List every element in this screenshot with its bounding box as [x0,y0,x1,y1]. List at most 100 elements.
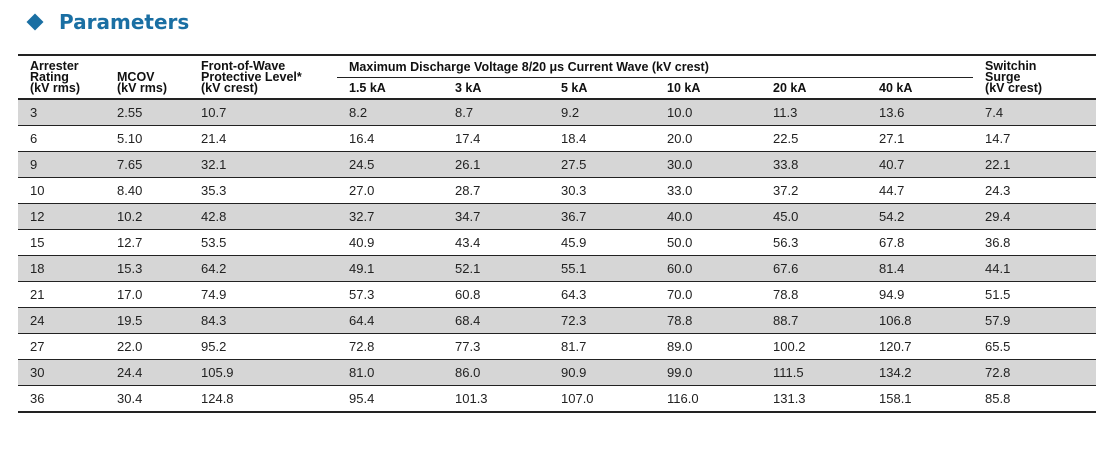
header-text: MCOV [117,70,155,84]
table-cell: 95.4 [337,385,443,413]
table-cell: 32.7 [337,203,443,230]
table-cell: 50.0 [655,229,761,256]
table-cell: 22.0 [105,333,189,360]
table-cell: 34.7 [443,203,549,230]
table-cell: 14.7 [973,125,1097,152]
table-cell: 24 [18,307,105,334]
table-row: 15 12.7 53.5 40.9 43.4 45.9 50.0 56.3 67.8 36.8 [18,229,1097,256]
table-cell: 3 [18,99,105,126]
table-cell: 18 [18,255,105,282]
header-max-discharge-voltage: Maximum Discharge Voltage 8/20 μs Curren… [337,54,974,78]
table-cell: 36.8 [973,229,1097,256]
table-cell: 99.0 [655,359,761,386]
table-cell: 64.2 [189,255,337,282]
table-cell: 131.3 [761,385,867,413]
table-cell: 43.4 [443,229,549,256]
header-text: Arrester [30,59,79,73]
table-cell: 55.1 [549,255,655,282]
table-cell: 33.8 [761,151,867,178]
table-cell: 30.4 [105,385,189,413]
table-cell: 9 [18,151,105,178]
table-cell: 45.0 [761,203,867,230]
table-cell: 64.3 [549,281,655,308]
table-row: 36 30.4 124.8 95.4 101.3 107.0 116.0 131.3 158.1… [18,385,1097,413]
table-cell: 7.65 [105,151,189,178]
diamond-bullet-icon [26,13,44,31]
table-cell: 101.3 [443,385,549,413]
header-40ka: 40 kA [867,77,974,100]
table-cell: 44.7 [867,177,974,204]
table-cell: 22.1 [973,151,1097,178]
header-switching-surge: Switchin Surge (kV crest) [973,54,1097,100]
table-cell: 111.5 [761,359,867,386]
table-cell: 10.0 [655,99,761,126]
table-cell: 90.9 [549,359,655,386]
table-cell: 158.1 [867,385,974,413]
table-cell: 18.4 [549,125,655,152]
header-text: Protective Level* [201,70,302,84]
table-cell: 30 [18,359,105,386]
table-cell: 44.1 [973,255,1097,282]
table-cell: 54.2 [867,203,974,230]
header-text: (kV crest) [201,81,258,95]
table-cell: 49.1 [337,255,443,282]
table-cell: 134.2 [867,359,974,386]
table-cell: 35.3 [189,177,337,204]
table-cell: 86.0 [443,359,549,386]
table-cell: 81.0 [337,359,443,386]
table-row: 9 7.65 32.1 24.5 26.1 27.5 30.0 33.8 40.7 22.1 [18,151,1097,178]
table-cell: 13.6 [867,99,974,126]
table-cell: 24.4 [105,359,189,386]
table-cell: 11.3 [761,99,867,126]
table-cell: 52.1 [443,255,549,282]
table-row: 30 24.4 105.9 81.0 86.0 90.9 99.0 111.5 134.2 72.… [18,359,1097,386]
table-cell: 45.9 [549,229,655,256]
table-cell: 60.8 [443,281,549,308]
header-mcov: MCOV (kV rms) [105,54,189,100]
table-cell: 89.0 [655,333,761,360]
table-cell: 105.9 [189,359,337,386]
table-cell: 32.1 [189,151,337,178]
parameters-table: Arrester Rating (kV rms) MCOV (kV rms) F… [18,54,1097,413]
header-10ka: 10 kA [655,77,761,100]
table-cell: 9.2 [549,99,655,126]
header-text: (kV rms) [117,81,168,95]
table-cell: 8.7 [443,99,549,126]
table-cell: 65.5 [973,333,1097,360]
table-cell: 27 [18,333,105,360]
table-cell: 56.3 [761,229,867,256]
table-cell: 36 [18,385,105,413]
table-cell: 24.5 [337,151,443,178]
header-20ka: 20 kA [761,77,867,100]
table-cell: 57.9 [973,307,1097,334]
header-arrester-rating: Arrester Rating (kV rms) [18,54,105,100]
header-front-of-wave: Front-of-Wave Protective Level* (kV cres… [189,54,337,100]
table-cell: 21.4 [189,125,337,152]
table-cell: 78.8 [761,281,867,308]
table-cell: 19.5 [105,307,189,334]
table-cell: 27.0 [337,177,443,204]
table-cell: 60.0 [655,255,761,282]
table-row: 18 15.3 64.2 49.1 52.1 55.1 60.0 67.6 81.4 44.1 [18,255,1097,282]
table-cell: 124.8 [189,385,337,413]
table-body: 3 2.55 10.7 8.2 8.7 9.2 10.0 11.3 13.6 7.4 6 5.10 21… [18,99,1097,413]
header-text: Surge [985,70,1021,84]
table-cell: 17.0 [105,281,189,308]
table-cell: 84.3 [189,307,337,334]
parameters-table-container: Arrester Rating (kV rms) MCOV (kV rms) F… [18,54,1097,413]
table-cell: 15.3 [105,255,189,282]
table-cell: 8.2 [337,99,443,126]
header-text: Rating [30,70,69,84]
table-cell: 27.1 [867,125,974,152]
table-cell: 72.8 [337,333,443,360]
table-row: 3 2.55 10.7 8.2 8.7 9.2 10.0 11.3 13.6 7.4 [18,99,1097,126]
header-text: (kV rms) [30,81,81,95]
table-cell: 5.10 [105,125,189,152]
table-row: 12 10.2 42.8 32.7 34.7 36.7 40.0 45.0 54.2 29.4 [18,203,1097,230]
table-cell: 81.7 [549,333,655,360]
header-text: Switchin [985,59,1037,73]
table-row: 21 17.0 74.9 57.3 60.8 64.3 70.0 78.8 94.9 51.5 [18,281,1097,308]
header-text: Front-of-Wave [201,59,286,73]
header-5ka: 5 kA [549,77,655,100]
table-cell: 40.0 [655,203,761,230]
